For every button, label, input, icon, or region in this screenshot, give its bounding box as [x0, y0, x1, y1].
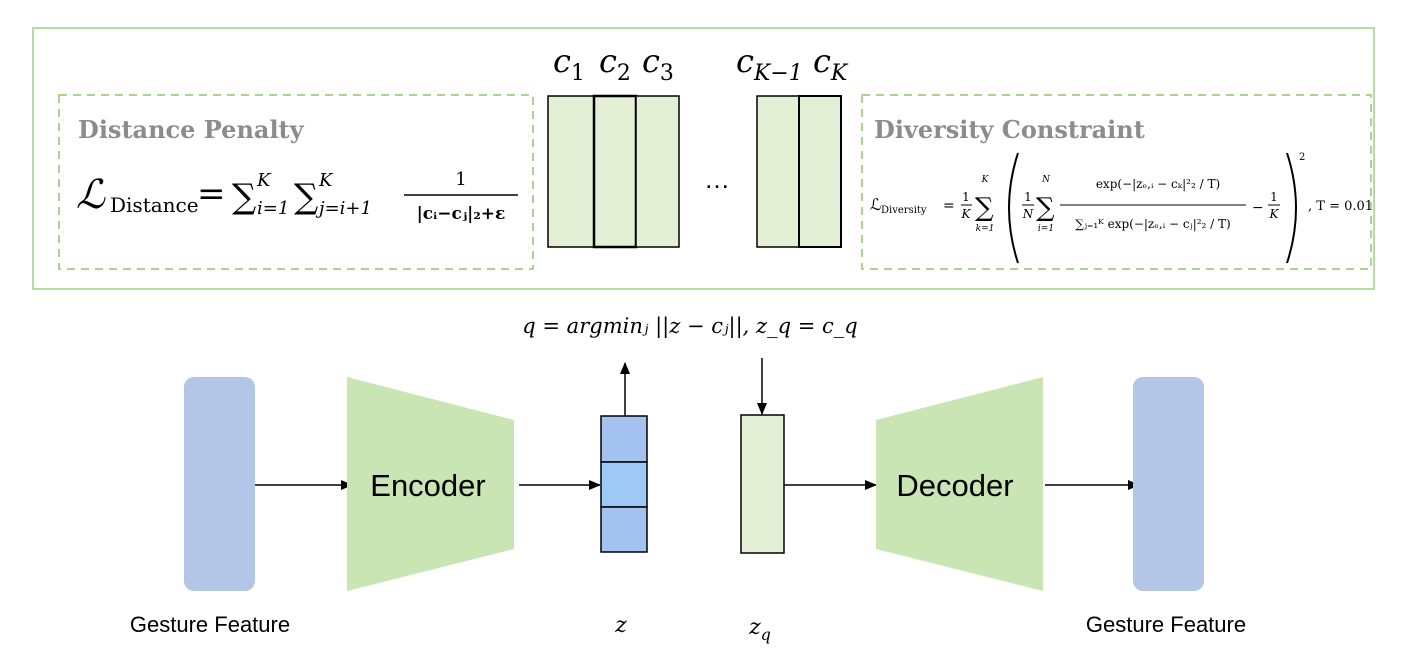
distance-loss-sub: Distance [110, 193, 199, 217]
diversity-left-paren [1008, 152, 1019, 264]
distance-sum2: ∑ [294, 177, 318, 217]
diversity-sum-k-sub: k=1 [976, 224, 995, 234]
codebook-label-k: cK [813, 42, 849, 86]
diversity-constraint-box: Diversity Constraint ℒ Diversity = 1 K ∑… [861, 94, 1373, 270]
codebook-column-2 [592, 94, 638, 249]
diversity-right-paren [1286, 152, 1297, 264]
diversity-sum-i-sub: i=1 [1038, 224, 1054, 234]
diversity-minus: − [1252, 200, 1264, 216]
diversity-loss-symbol: ℒ [870, 195, 882, 214]
codebook-label-3: c3 [642, 42, 674, 86]
decoder-block [876, 377, 1043, 591]
diversity-tail: , T = 0.01 [1308, 199, 1373, 214]
diversity-sum-k-sup: K [981, 175, 990, 185]
codebook-label-k-1: cK−1 [736, 42, 803, 86]
codebook-column-3 [635, 95, 680, 248]
diversity-frac2-den: N [1022, 207, 1034, 221]
diversity-frac3-num: 1 [1270, 190, 1278, 204]
distance-numerator: 1 [455, 169, 466, 190]
distance-sum2-sup: K [318, 170, 334, 191]
codebook-column-k [798, 95, 842, 248]
codebook-panel [32, 27, 1375, 290]
distance-sum2-sub: j=i+1 [315, 198, 372, 219]
distance-sum1-sub: i=1 [257, 198, 289, 219]
distance-equals: = [197, 174, 226, 214]
codebook-label-2: c2 [599, 42, 631, 86]
diversity-frac2-num: 1 [1024, 190, 1032, 204]
diversity-sum-i-sup: N [1041, 175, 1051, 185]
codebook: … c1 c2 c3 cK−1 cK [547, 42, 849, 249]
distance-sum1: ∑ [232, 177, 256, 217]
codebook-column-k-1 [756, 95, 800, 248]
distance-denominator: |cᵢ−cⱼ|₂+ε [417, 204, 506, 224]
zq-label: zq [748, 615, 771, 644]
diversity-frac1-den: K [961, 207, 972, 221]
diversity-equals: = [943, 198, 955, 214]
quantization-formula: q = argminⱼ ||z − cⱼ||, z_q = c_q [522, 314, 857, 339]
codebook-column-1 [547, 95, 595, 248]
z-cell-middle [600, 461, 648, 508]
diversity-sum-i: ∑ [1036, 193, 1055, 223]
codebook-label-1: c1 [553, 42, 585, 86]
distance-loss-symbol: ℒ [76, 172, 106, 218]
quantized-zq-vector [740, 414, 785, 554]
z-cell-bottom [600, 506, 648, 553]
diversity-constraint-title: Diversity Constraint [874, 115, 1145, 144]
output-gesture-feature-block [1133, 377, 1204, 591]
diversity-denominator: ∑ⱼ₌₁ᴷ exp(−|zₑ,ᵢ − cⱼ|²₂ / T) [1075, 217, 1230, 231]
codebook-ellipsis: … [704, 164, 730, 194]
diversity-loss-sub: Diversity [881, 205, 927, 216]
distance-penalty-box: Distance Penalty ℒ Distance = ∑ K i=1 ∑ … [58, 94, 534, 270]
input-gesture-feature-block [184, 377, 255, 591]
distance-penalty-title: Distance Penalty [78, 115, 305, 144]
diversity-sum-k: ∑ [975, 193, 994, 223]
diversity-numerator: exp(−|zₑ,ᵢ − cₖ|²₂ / T) [1096, 177, 1220, 191]
decoder-label: Decoder [896, 468, 1013, 503]
z-cell-top [600, 415, 648, 463]
diversity-power: 2 [1299, 152, 1305, 163]
input-gesture-feature-label: Gesture Feature [130, 612, 290, 637]
output-gesture-feature-label: Gesture Feature [1086, 612, 1246, 637]
diversity-frac1-num: 1 [962, 190, 970, 204]
latent-z-vector [600, 415, 648, 553]
encoder-label: Encoder [370, 468, 485, 503]
diversity-frac3-den: K [1269, 207, 1280, 221]
z-label: z [614, 613, 627, 638]
encoder-block [347, 377, 514, 591]
distance-sum1-sup: K [256, 170, 272, 191]
